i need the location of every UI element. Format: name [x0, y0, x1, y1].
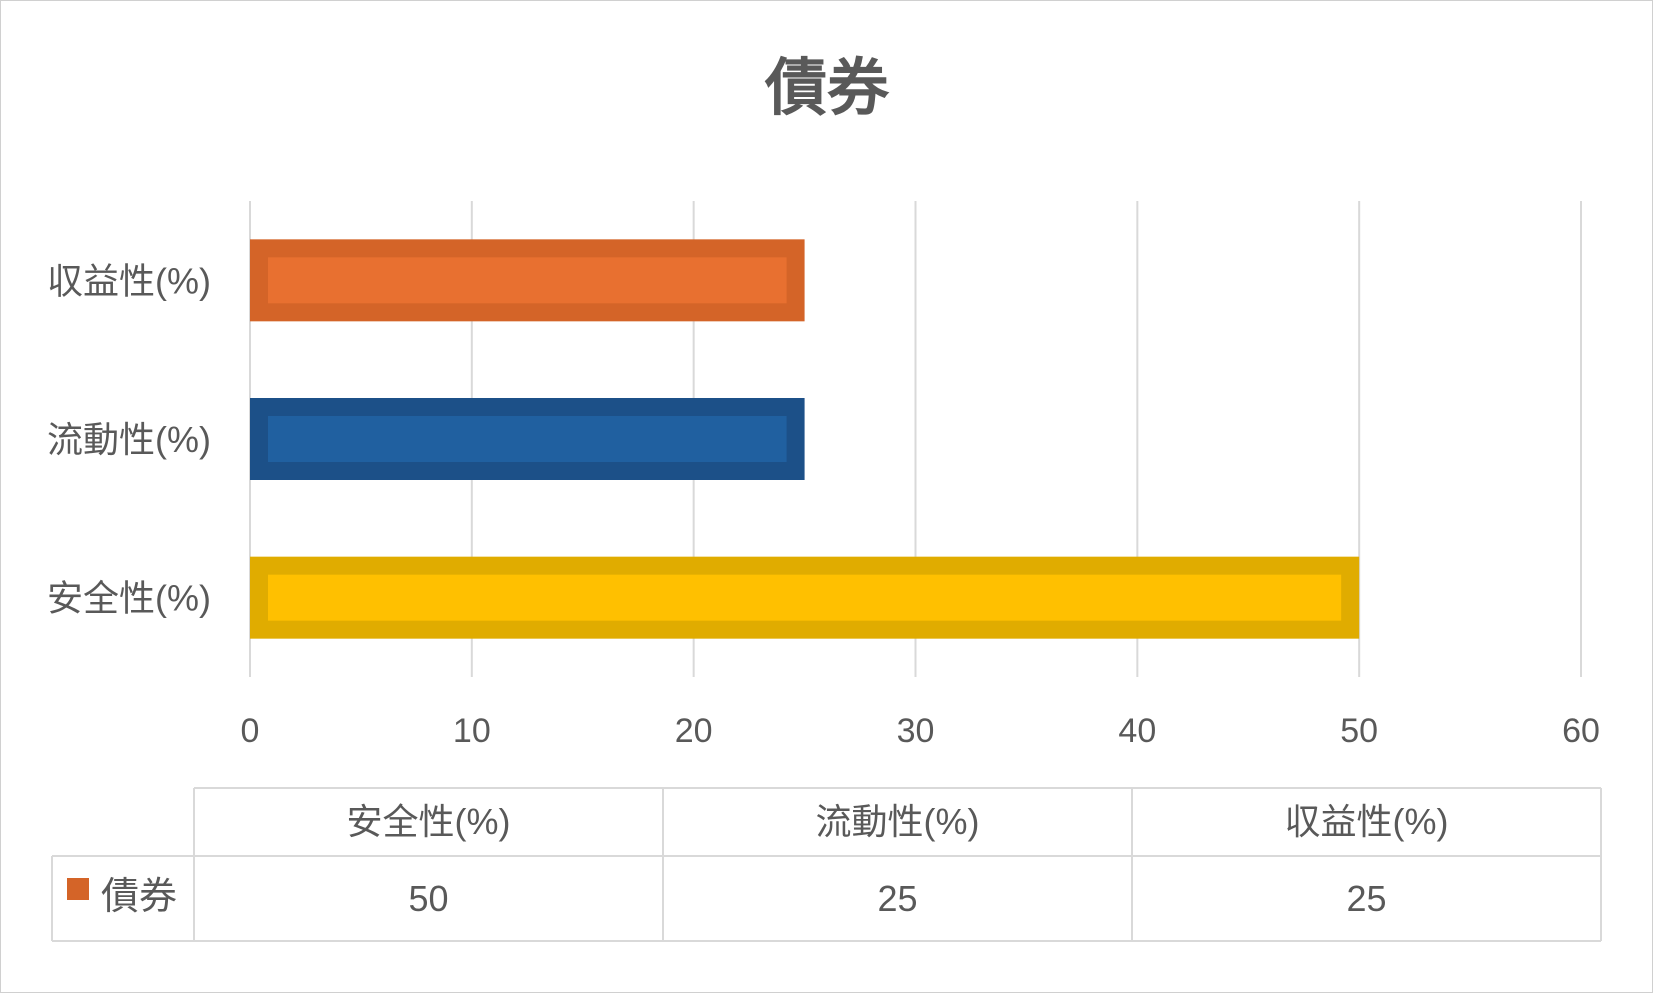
data-table: 安全性(%) 50 流動性(%) 25 収益性(%) 25 債券: [51, 787, 1602, 942]
bar-inner: [268, 257, 787, 304]
category-label: 流動性(%): [47, 419, 211, 460]
table-header: 流動性(%): [816, 801, 980, 842]
table-value: 50: [408, 878, 448, 919]
legend-key: [67, 878, 89, 900]
table-header: 安全性(%): [347, 801, 511, 842]
x-tick-label: 40: [1118, 712, 1156, 750]
bars: [250, 239, 1360, 639]
table-value: 25: [877, 878, 917, 919]
chart-title: 債券: [764, 54, 890, 123]
category-label: 収益性(%): [47, 260, 211, 301]
x-tick-label: 30: [897, 712, 935, 750]
category-label: 安全性(%): [47, 578, 211, 619]
x-tick-label: 20: [675, 712, 713, 750]
x-tick-label: 0: [241, 712, 260, 750]
category-labels: 安全性(%) 流動性(%) 収益性(%): [47, 260, 211, 618]
bar-inner: [268, 416, 787, 462]
x-tick-label: 60: [1562, 712, 1600, 750]
table-header: 収益性(%): [1285, 801, 1449, 842]
x-tick-label: 10: [453, 712, 491, 750]
bar-inner: [268, 574, 1342, 621]
x-tick-label: 50: [1340, 712, 1378, 750]
table-value: 25: [1346, 878, 1386, 919]
series-name: 債券: [101, 876, 177, 918]
x-axis-ticks: 0 10 20 30 40 50 60: [241, 712, 1600, 750]
